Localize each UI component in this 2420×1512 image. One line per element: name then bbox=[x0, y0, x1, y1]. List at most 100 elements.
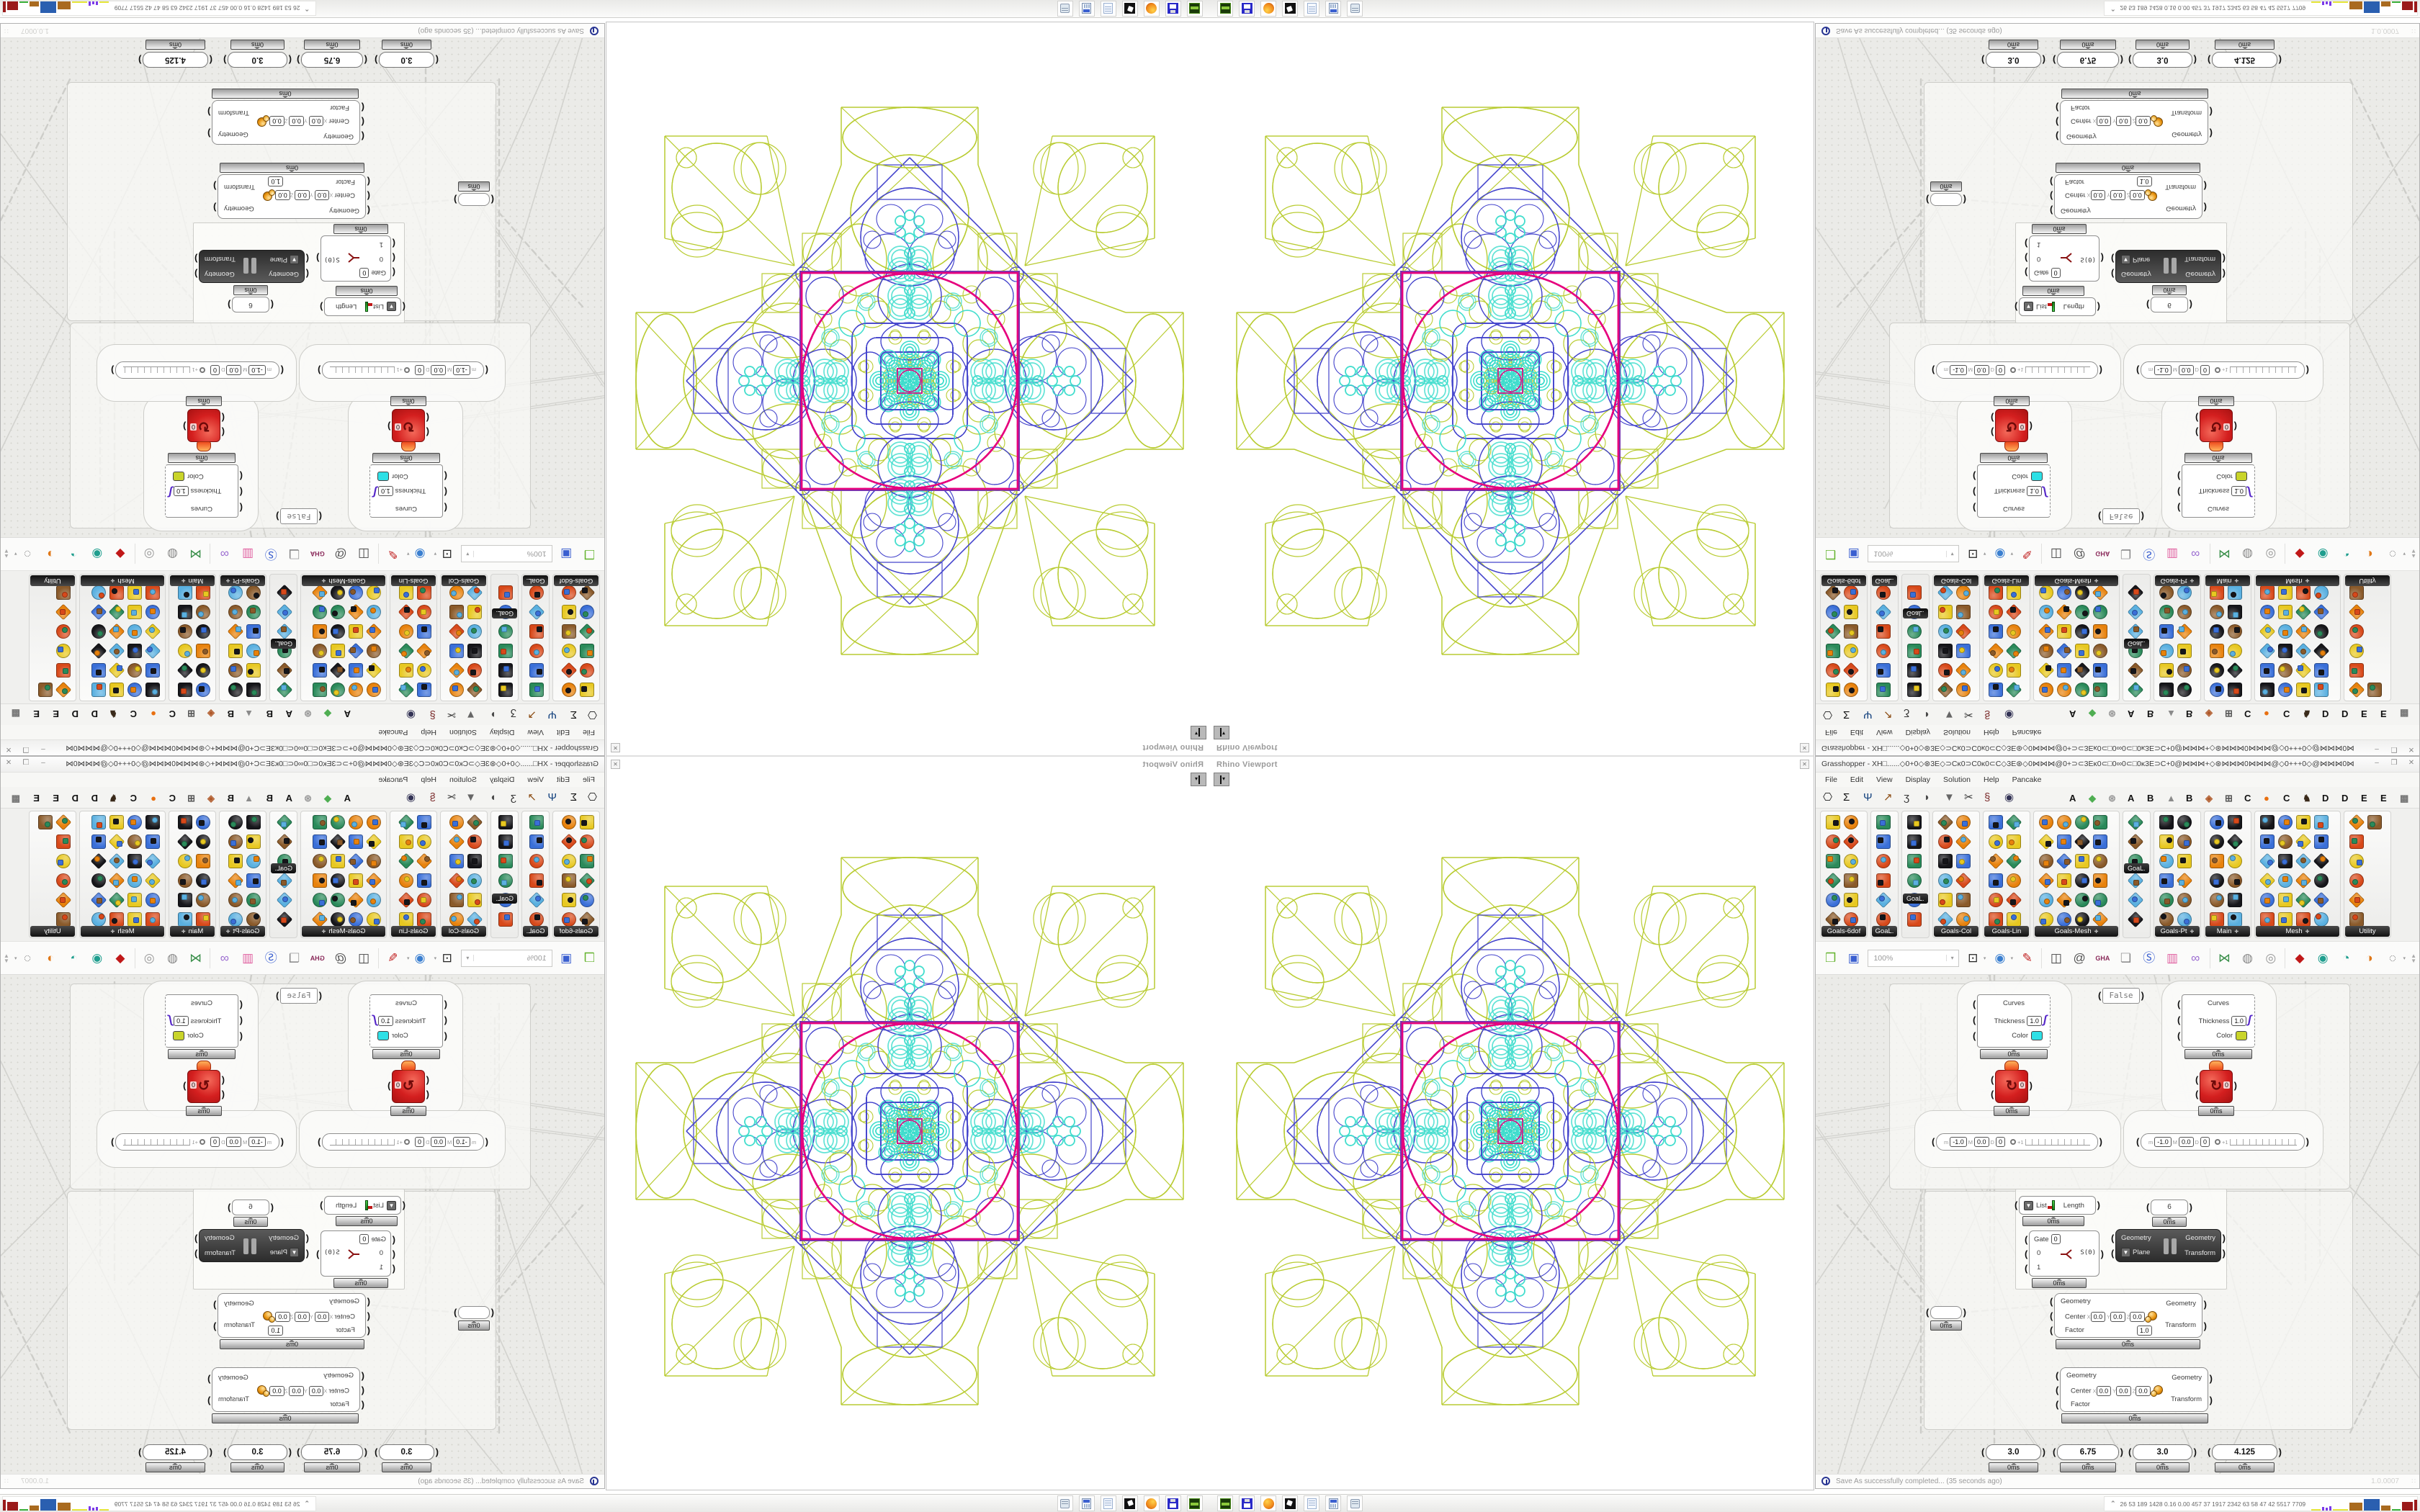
balloons-icon[interactable]: ∞ bbox=[2191, 547, 2200, 562]
component-icon[interactable] bbox=[2005, 814, 2022, 831]
chevron-down-icon[interactable]: ▾ bbox=[1983, 551, 1986, 557]
component-icon[interactable] bbox=[126, 603, 143, 621]
wire-grip[interactable]: ( bbox=[2111, 1248, 2115, 1259]
component-icon[interactable] bbox=[1842, 662, 1860, 679]
center-y-value[interactable]: 0.0 bbox=[295, 1311, 310, 1322]
tab-glyph-9[interactable]: ◉ bbox=[405, 708, 416, 721]
wire-grip[interactable]: ( bbox=[426, 413, 429, 423]
ribbon-floating-tag[interactable]: GoaL. bbox=[271, 863, 296, 873]
tab-glyph-8[interactable]: § bbox=[1984, 708, 1991, 721]
component-icon[interactable] bbox=[55, 833, 72, 850]
domain-slider-component[interactable]: () m -1.0 M 0.0 D 0 +1 bbox=[1932, 361, 2102, 379]
tab-letter-8[interactable]: ⊞ bbox=[187, 708, 195, 719]
component-icon[interactable] bbox=[2005, 833, 2022, 850]
open-file-icon[interactable]: ❒ bbox=[583, 950, 596, 965]
tab-glyph-6[interactable]: ▼ bbox=[465, 791, 476, 804]
wire-grip[interactable]: ) bbox=[2209, 128, 2213, 139]
wire-grip[interactable]: ( bbox=[490, 1307, 494, 1318]
component-icon[interactable] bbox=[1824, 891, 1842, 909]
wire-grip[interactable]: ) bbox=[2278, 1446, 2282, 1457]
component-icon[interactable] bbox=[311, 833, 328, 850]
menu-item-edit[interactable]: Edit bbox=[1850, 775, 1864, 784]
panel-expand-icon[interactable]: ✚ bbox=[225, 930, 230, 935]
wire-grip[interactable]: ( bbox=[2195, 1089, 2199, 1099]
center-z-value[interactable]: 0.0 bbox=[269, 1385, 284, 1396]
component-icon[interactable] bbox=[108, 603, 125, 621]
tab-glyph-2[interactable]: Ψ bbox=[1863, 791, 1873, 804]
wire-grip[interactable]: ( bbox=[221, 413, 225, 423]
save-file-icon[interactable]: ▣ bbox=[560, 950, 573, 965]
component-icon[interactable] bbox=[2074, 872, 2091, 889]
cluster-open-icon[interactable]: ◎ bbox=[2265, 950, 2277, 965]
component-icon[interactable] bbox=[416, 623, 433, 640]
component-icon[interactable] bbox=[2259, 662, 2276, 679]
wire-grip[interactable]: ( bbox=[367, 1296, 370, 1307]
component-icon[interactable] bbox=[2158, 911, 2175, 928]
canvas-scroll-arrows[interactable]: ▲ ▼ bbox=[2411, 952, 2416, 964]
colour-swatch[interactable] bbox=[377, 1031, 389, 1040]
component-icon[interactable] bbox=[2074, 833, 2091, 850]
component-icon[interactable] bbox=[245, 584, 262, 601]
sketch-pen-icon[interactable]: ✎ bbox=[2022, 950, 2033, 965]
selection-region-icon[interactable]: ◌ bbox=[2388, 950, 2396, 965]
component-icon[interactable] bbox=[1824, 681, 1842, 698]
slider-digits-value[interactable]: 0 bbox=[415, 365, 425, 375]
wire-grip[interactable]: ( bbox=[1973, 487, 1976, 498]
component-icon[interactable] bbox=[2038, 891, 2055, 909]
component-icon[interactable] bbox=[55, 662, 72, 679]
colour-swatch[interactable] bbox=[2031, 472, 2043, 481]
wire-grip[interactable]: ( bbox=[426, 427, 429, 438]
component-icon[interactable] bbox=[497, 623, 514, 640]
tab-glyph-9[interactable]: ◉ bbox=[2004, 791, 2015, 804]
component-icon[interactable] bbox=[2295, 681, 2312, 698]
component-icon[interactable] bbox=[2208, 603, 2226, 621]
colour-swatch[interactable] bbox=[2236, 1031, 2247, 1040]
component-icon[interactable] bbox=[144, 603, 161, 621]
app-green-icon[interactable] bbox=[1217, 1495, 1233, 1511]
component-icon[interactable] bbox=[528, 681, 545, 698]
center-z-value[interactable]: 0.0 bbox=[2130, 190, 2145, 201]
center-x-value[interactable]: 0.0 bbox=[308, 116, 324, 127]
component-icon[interactable] bbox=[108, 584, 125, 601]
wire-grip[interactable]: ) bbox=[2193, 1446, 2197, 1457]
center-y-value[interactable]: 0.0 bbox=[2110, 190, 2125, 201]
component-icon[interactable] bbox=[1875, 681, 1892, 698]
component-icon[interactable] bbox=[176, 891, 194, 909]
component-icon[interactable] bbox=[2056, 642, 2073, 660]
component-icon[interactable] bbox=[329, 584, 346, 601]
component-icon[interactable] bbox=[2226, 833, 2244, 850]
internalise-icon[interactable]: @ bbox=[334, 950, 347, 965]
component-icon[interactable] bbox=[2056, 814, 2073, 831]
slider-digits-value[interactable]: 0 bbox=[210, 365, 220, 375]
component-icon[interactable] bbox=[1842, 911, 1860, 928]
number-slider[interactable]: 3.0() bbox=[2128, 52, 2197, 68]
ribbon-panel-label[interactable]: Goals-Col bbox=[442, 575, 486, 586]
tab-letter-13[interactable]: D bbox=[91, 793, 98, 804]
number-slider[interactable]: 4.125() bbox=[2208, 52, 2282, 68]
tab-letter-15[interactable]: E bbox=[2361, 708, 2367, 719]
center-y-value[interactable]: 0.0 bbox=[2116, 1385, 2131, 1396]
center-z-value[interactable]: 0.0 bbox=[2136, 116, 2151, 127]
component-icon[interactable] bbox=[2226, 584, 2244, 601]
component-icon[interactable] bbox=[2074, 603, 2091, 621]
wire-grip[interactable]: ) bbox=[2233, 421, 2237, 432]
tab-glyph-0[interactable]: ⎔ bbox=[587, 791, 597, 804]
menu-item-help[interactable]: Help bbox=[421, 775, 437, 784]
component-icon[interactable] bbox=[2176, 623, 2193, 640]
component-icon[interactable] bbox=[126, 814, 143, 831]
component-icon[interactable] bbox=[1875, 584, 1892, 601]
component-icon[interactable] bbox=[466, 681, 483, 698]
slider-digits-value[interactable]: 0 bbox=[1995, 1137, 2005, 1147]
solver-component-error[interactable]: ↻(() 0 bbox=[387, 409, 429, 442]
component-icon[interactable] bbox=[2277, 833, 2294, 850]
component-icon[interactable] bbox=[560, 833, 578, 850]
ribbon-floating-tag[interactable]: GoaL. bbox=[492, 894, 517, 904]
component-icon[interactable] bbox=[466, 623, 483, 640]
wire-grip[interactable]: ( bbox=[2195, 1074, 2199, 1085]
component-icon[interactable] bbox=[194, 833, 212, 850]
minimize-button[interactable]: – bbox=[41, 745, 45, 753]
component-icon[interactable] bbox=[2348, 662, 2365, 679]
component-icon[interactable] bbox=[2313, 833, 2330, 850]
wire-grip[interactable]: ( bbox=[2177, 999, 2181, 1009]
